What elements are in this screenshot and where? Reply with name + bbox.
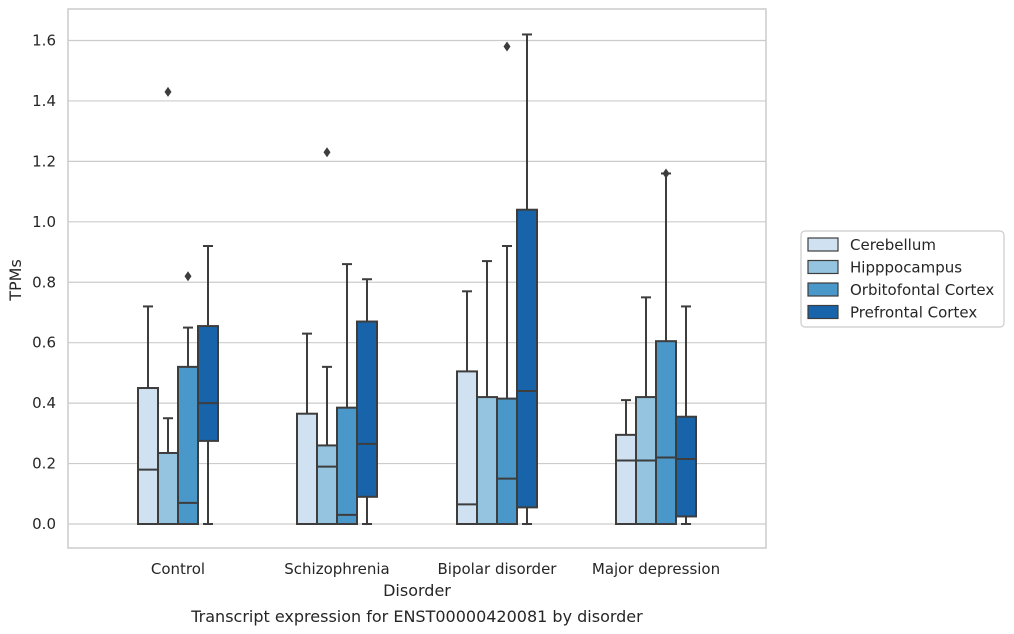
y-tick-label: 1.4 xyxy=(32,92,56,110)
y-tick-label: 1.0 xyxy=(32,213,56,231)
outlier-marker xyxy=(662,168,670,179)
outlier-marker xyxy=(184,271,192,282)
box-body xyxy=(137,387,159,525)
box-1-3 xyxy=(635,296,657,525)
y-tick-label: 0.8 xyxy=(32,273,56,291)
box-body xyxy=(675,415,697,518)
box-groups xyxy=(137,33,697,526)
y-tick-label: 1.6 xyxy=(32,32,56,50)
box-0-1 xyxy=(296,332,318,526)
box-body xyxy=(655,340,677,526)
y-tick-label: 0.0 xyxy=(32,515,56,533)
box-body xyxy=(615,433,637,525)
box-3-3 xyxy=(675,305,697,525)
box-body xyxy=(197,325,219,442)
x-tick-labels: Control Schizophrenia Bipolar disorder Majo… xyxy=(151,560,720,578)
legend-swatch xyxy=(807,259,839,275)
box-3-1 xyxy=(356,278,378,525)
box-2-3 xyxy=(655,168,677,526)
y-tick-label: 0.4 xyxy=(32,394,56,412)
box-body xyxy=(157,451,179,525)
x-axis-title: Disorder xyxy=(383,581,451,600)
box-body xyxy=(336,406,358,525)
legend-frame xyxy=(800,230,1005,328)
box-2-2 xyxy=(496,41,518,526)
y-axis-title: TPMs xyxy=(6,259,25,302)
legend: Cerebellum Hipppocampus Orbitofontal Corte… xyxy=(800,230,1005,328)
box-0-0 xyxy=(137,305,159,525)
outlier-marker xyxy=(503,41,511,52)
outlier-marker xyxy=(323,147,331,158)
legend-swatch xyxy=(807,304,839,320)
box-body xyxy=(516,208,538,509)
box-2-1 xyxy=(336,263,358,525)
y-tick-label: 0.6 xyxy=(32,334,56,352)
legend-swatch xyxy=(807,282,839,297)
box-2-0 xyxy=(177,271,199,525)
box-body xyxy=(296,412,318,526)
legend-label: Hipppocampus xyxy=(850,259,962,277)
y-tick-label: 1.2 xyxy=(32,152,56,170)
box-1-1 xyxy=(316,147,338,525)
box-3-2 xyxy=(516,33,538,525)
box-3-0 xyxy=(197,244,219,525)
box-1-0 xyxy=(157,86,179,525)
box-body xyxy=(177,365,199,525)
plot-frame xyxy=(67,8,767,549)
x-tick-label: Schizophrenia xyxy=(284,560,389,578)
legend-label: Cerebellum xyxy=(850,236,936,254)
x-tick-label: Bipolar disorder xyxy=(438,560,558,578)
legend-swatch xyxy=(807,237,839,252)
legend-label: Prefrontal Cortex xyxy=(850,304,977,322)
y-tick-labels: 0.0 0.2 0.4 0.6 0.8 1.0 1.2 1.4 1.6 xyxy=(32,32,56,534)
box-0-3 xyxy=(615,399,637,525)
box-body xyxy=(476,396,498,525)
outlier-marker xyxy=(164,86,172,97)
y-tick-label: 0.2 xyxy=(32,455,56,473)
legend-label: Orbitofontal Cortex xyxy=(850,281,994,299)
box-body xyxy=(456,370,478,526)
box-body xyxy=(496,397,518,526)
box-1-2 xyxy=(476,260,498,525)
chart-caption: Transcript expression for ENST0000042008… xyxy=(190,607,643,626)
x-tick-label: Control xyxy=(151,560,205,578)
box-body xyxy=(356,320,378,498)
box-body xyxy=(316,444,338,525)
box-0-2 xyxy=(456,290,478,526)
x-tick-label: Major depression xyxy=(592,560,720,578)
